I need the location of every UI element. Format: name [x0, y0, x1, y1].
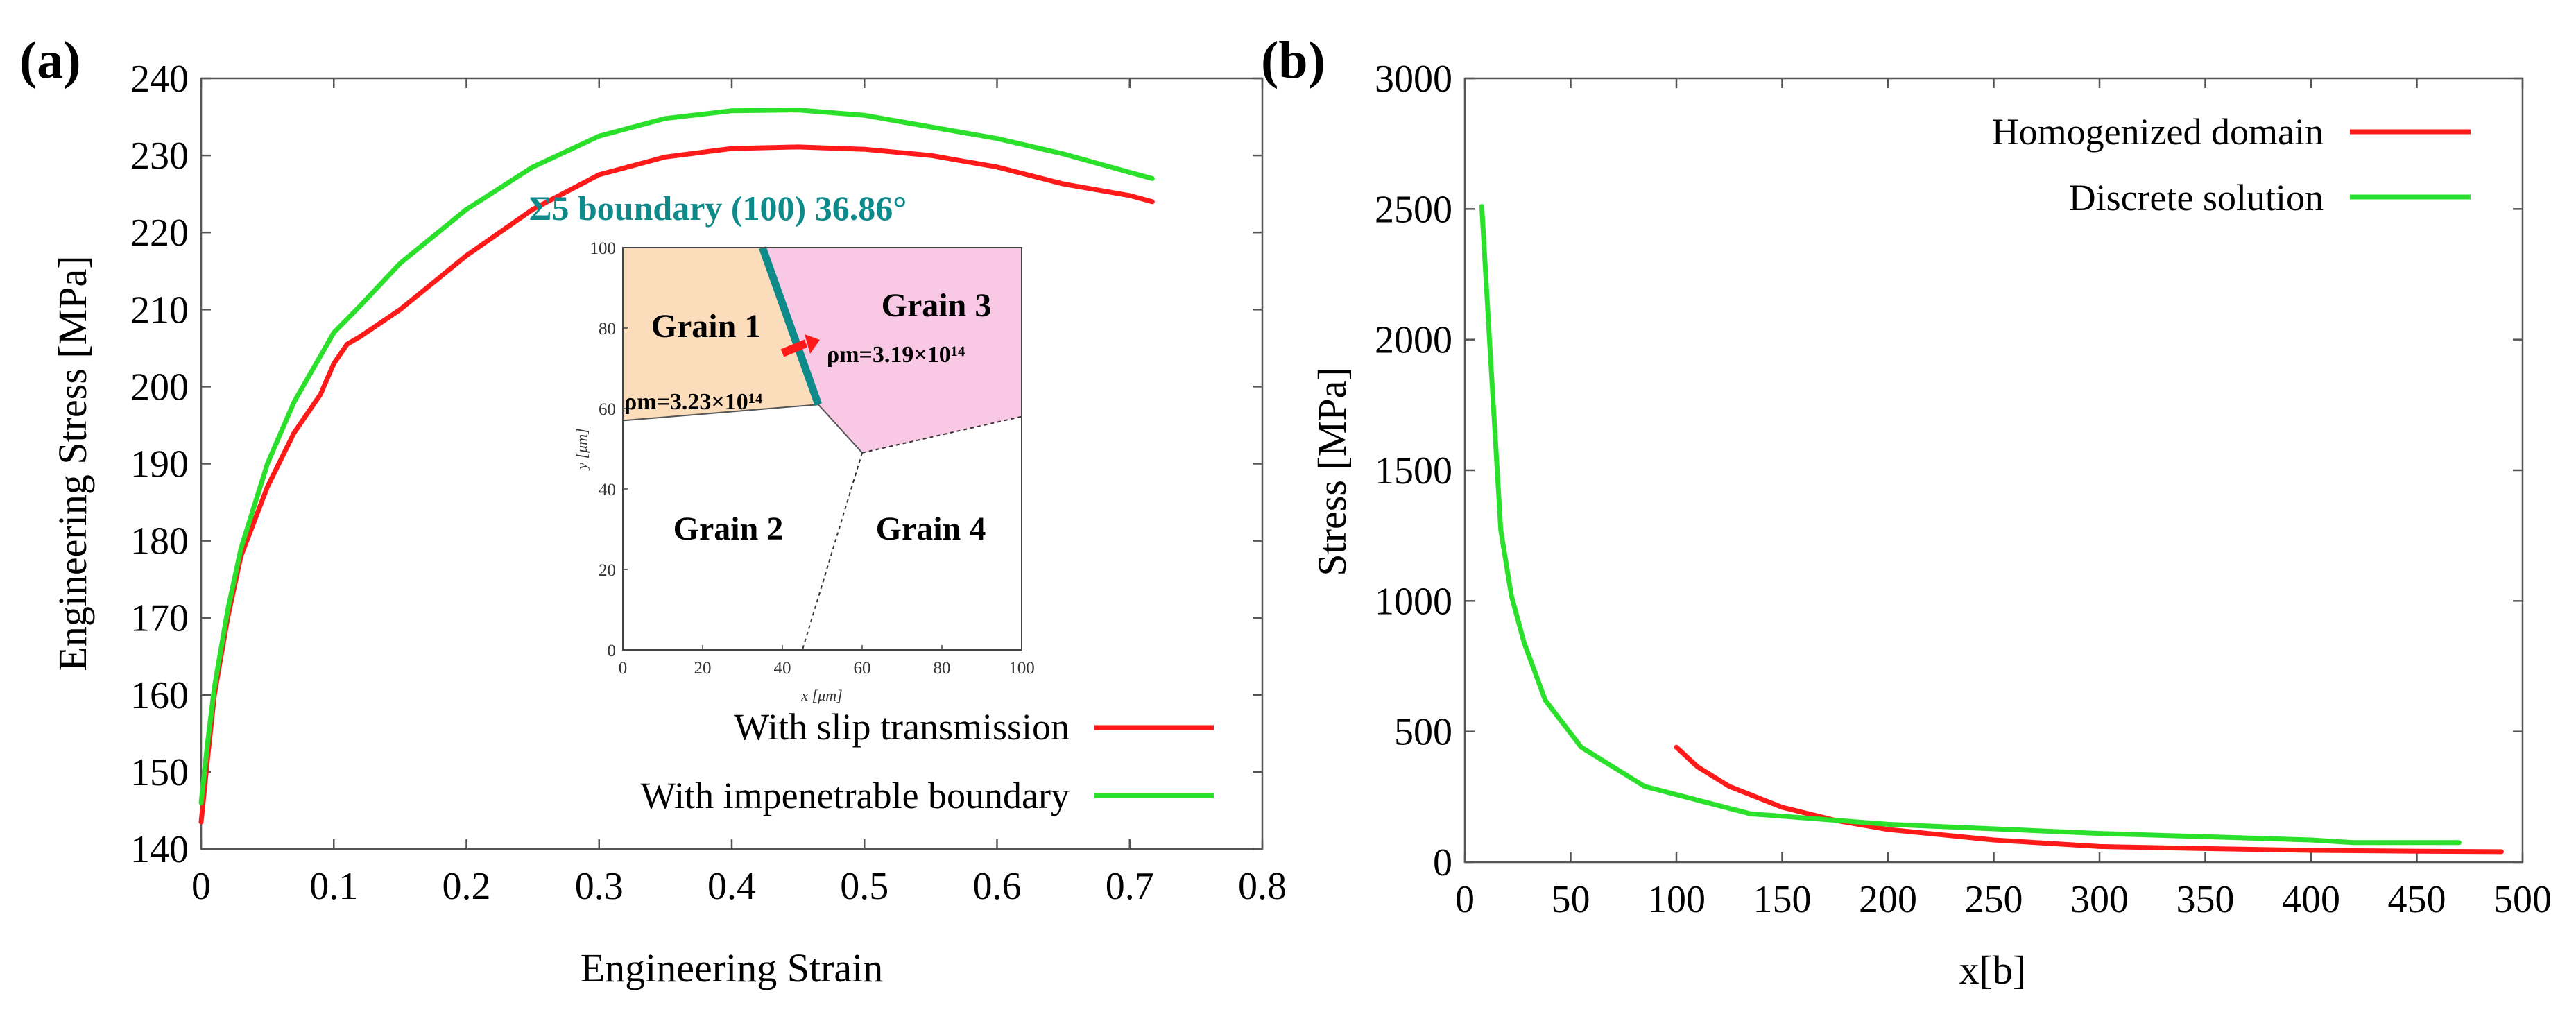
panel-a-y-tick-label: 170 — [130, 597, 189, 640]
panel-b-x-tick-label: 400 — [2282, 878, 2340, 921]
inset-ticks: 0 20 40 60 80 100 0 20 40 60 80 100 — [590, 239, 1035, 678]
panel-a-y-axis-label: Engineering Stress [MPa] — [50, 255, 95, 671]
legend-label-homogenized-domain: Homogenized domain — [1992, 111, 2324, 153]
panel-b-ticks — [1463, 77, 2524, 864]
panel-b-y-tick-label: 1500 — [1375, 449, 1452, 492]
inset-y-tick-label: 60 — [599, 400, 616, 419]
panel-b-x-tick-label: 50 — [1552, 878, 1590, 921]
grain-3-dislocation-density: ρm=3.19×10¹⁴ — [827, 342, 965, 368]
inset-x-axis-label: x [μm] — [800, 687, 842, 704]
inset-title: Σ5 boundary (100) 36.86° — [529, 189, 907, 228]
panel-a-y-tick-label: 140 — [130, 828, 189, 871]
panel-b-y-tick-label: 2500 — [1375, 188, 1452, 231]
inset-grain-regions — [623, 248, 1022, 453]
legend-label-discrete-solution: Discrete solution — [2069, 177, 2324, 218]
panel-a-x-tick-label: 0.8 — [1238, 865, 1287, 908]
panel-a-y-tick-label: 210 — [130, 289, 189, 332]
grain-1-region — [623, 248, 818, 421]
grain-1-2-boundary — [622, 404, 818, 422]
panel-a: (a) 0 0.1 0.2 0.3 0.4 0.5 0.6 0.7 0.8 140 150 160 17… — [19, 31, 1287, 990]
panel-a-x-tick-label: 0.2 — [443, 865, 491, 908]
panel-b-x-tick-label: 250 — [1965, 878, 2023, 921]
panel-b-legend: Homogenized domain Discrete solution — [1992, 111, 2471, 218]
panel-a-series-line-2 — [198, 108, 1155, 805]
inset-frame — [622, 247, 1022, 651]
panel-a-x-tick-label: 0 — [191, 865, 211, 908]
panel-b-x-tick-label: 100 — [1647, 878, 1706, 921]
grain-3-label: Grain 3 — [882, 287, 992, 324]
panel-b-label: (b) — [1261, 31, 1325, 89]
inset-x-tick-label: 60 — [854, 659, 871, 678]
panel-b-tick-labels: 0 50 100 150 200 250 300 350 400 450 500 0 500 1000 15… — [1375, 58, 2552, 921]
panel-b-x-tick-label: 450 — [2388, 878, 2446, 921]
panel-a-x-tick-label: 0.7 — [1106, 865, 1154, 908]
inset-y-axis-label: y [μm] — [573, 428, 590, 470]
slip-transmission-arrow — [780, 334, 820, 357]
panel-b-y-tick-label: 1000 — [1375, 580, 1452, 623]
panel-b-x-tick-label: 150 — [1753, 878, 1812, 921]
inset-y-tick-label: 100 — [590, 239, 617, 258]
panel-a-tick-labels: 0 0.1 0.2 0.3 0.4 0.5 0.6 0.7 0.8 140 150 160 170 180… — [130, 58, 1287, 908]
grain-2-label: Grain 2 — [673, 510, 784, 547]
panel-b-x-tick-label: 200 — [1859, 878, 1917, 921]
panel-b-series — [1479, 204, 2504, 855]
panel-b-x-axis-label: x[b] — [1959, 947, 2027, 993]
panel-b-series-line-1 — [1674, 744, 2504, 855]
panel-b-y-axis-label: Stress [MPa] — [1310, 367, 1355, 576]
panel-b-x-tick-label: 500 — [2493, 878, 2552, 921]
panel-b-series-line-2 — [1479, 204, 2462, 846]
legend-label-slip-transmission: With slip transmission — [734, 706, 1070, 748]
grain-4-label: Grain 4 — [876, 510, 986, 547]
panel-b-y-tick-label: 2000 — [1375, 319, 1452, 362]
panel-a-y-tick-label: 180 — [130, 520, 189, 563]
panel-b-y-tick-label: 3000 — [1375, 58, 1452, 101]
panel-a-series — [198, 108, 1155, 825]
grain-3-region — [762, 248, 1022, 453]
inset-x-tick-label: 40 — [774, 659, 791, 678]
inset-x-tick-label: 80 — [934, 659, 951, 678]
legend-label-impenetrable-boundary: With impenetrable boundary — [640, 775, 1070, 816]
grain-2-4-boundary — [801, 452, 863, 651]
grain-3-2-boundary — [818, 404, 863, 454]
grain-1-dislocation-density: ρm=3.23×10¹⁴ — [624, 389, 762, 415]
grain-1-label: Grain 1 — [651, 308, 762, 345]
panel-a-x-axis-label: Engineering Strain — [581, 945, 884, 990]
panel-a-legend: With slip transmission With impenetrable… — [640, 706, 1214, 816]
inset-grain-map: Σ5 boundary (100) 36.86° 0 20 40 60 80 100 0 20… — [529, 189, 1035, 704]
panel-a-y-tick-label: 240 — [130, 58, 189, 101]
inset-y-tick-label: 80 — [599, 320, 616, 338]
panel-b-y-tick-label: 0 — [1433, 841, 1452, 884]
panel-a-y-tick-label: 150 — [130, 751, 189, 794]
inset-y-tick-label: 40 — [599, 481, 616, 499]
panel-b-x-tick-label: 300 — [2070, 878, 2129, 921]
panel-a-x-tick-label: 0.5 — [840, 865, 888, 908]
inset-x-tick-label: 20 — [694, 659, 712, 678]
inset-y-tick-label: 0 — [608, 642, 617, 660]
panel-a-x-tick-label: 0.4 — [707, 865, 756, 908]
panel-a-y-tick-label: 220 — [130, 212, 189, 255]
panel-b-x-tick-label: 350 — [2176, 878, 2235, 921]
inset-x-tick-label: 0 — [619, 659, 628, 678]
panel-a-x-tick-label: 0.1 — [309, 865, 358, 908]
panel-a-y-tick-label: 190 — [130, 443, 189, 486]
panel-a-ticks — [200, 77, 1264, 850]
panel-b-x-tick-label: 0 — [1455, 878, 1475, 921]
inset-grain-boundaries — [622, 246, 1022, 651]
panel-a-y-tick-label: 200 — [130, 366, 189, 409]
panel-a-x-tick-label: 0.3 — [575, 865, 624, 908]
panel-a-y-tick-label: 160 — [130, 674, 189, 717]
panel-a-label: (a) — [19, 31, 81, 89]
inset-y-tick-label: 20 — [599, 561, 616, 580]
sigma5-boundary — [759, 246, 822, 406]
panel-b-y-tick-label: 500 — [1394, 711, 1452, 754]
panel-a-x-tick-label: 0.6 — [973, 865, 1022, 908]
panel-a-y-tick-label: 230 — [130, 135, 189, 178]
inset-x-tick-label: 100 — [1008, 659, 1035, 678]
panel-b: (b) 0 50 100 150 200 250 300 350 400 450 500 0 500 10… — [1261, 31, 2552, 993]
